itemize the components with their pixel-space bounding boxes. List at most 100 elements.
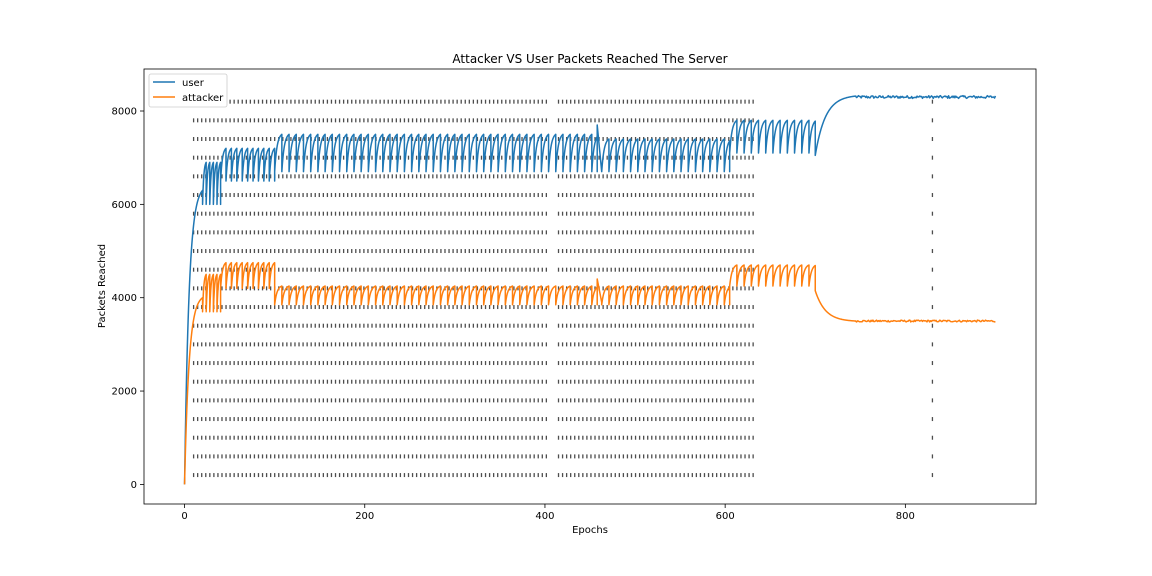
event-marker bbox=[752, 99, 754, 104]
event-marker bbox=[221, 435, 223, 440]
event-marker bbox=[626, 417, 629, 422]
event-marker bbox=[310, 454, 312, 459]
event-marker bbox=[480, 174, 483, 179]
event-marker bbox=[517, 398, 519, 403]
event-marker bbox=[545, 155, 548, 160]
event-marker bbox=[505, 249, 507, 254]
event-marker bbox=[468, 230, 470, 235]
event-marker bbox=[415, 211, 418, 216]
event-marker bbox=[505, 398, 507, 403]
event-marker bbox=[744, 174, 746, 179]
event-marker bbox=[505, 379, 507, 384]
event-marker bbox=[638, 305, 641, 310]
event-marker bbox=[290, 305, 292, 310]
event-marker bbox=[383, 267, 385, 272]
event-marker bbox=[614, 398, 616, 403]
event-marker bbox=[703, 379, 706, 384]
event-marker bbox=[395, 417, 397, 422]
event-marker bbox=[744, 342, 746, 347]
event-marker bbox=[472, 193, 475, 198]
event-marker bbox=[683, 155, 685, 160]
event-marker bbox=[351, 342, 353, 347]
event-marker bbox=[229, 286, 231, 291]
event-marker bbox=[274, 211, 276, 216]
event-marker bbox=[225, 379, 227, 384]
event-marker bbox=[667, 286, 669, 291]
event-marker bbox=[707, 305, 710, 310]
event-marker bbox=[679, 342, 681, 347]
event-marker bbox=[468, 118, 470, 123]
event-marker bbox=[728, 174, 730, 179]
event-marker bbox=[306, 118, 308, 123]
event-marker bbox=[367, 398, 369, 403]
y-tick-label: 6000 bbox=[112, 200, 137, 211]
event-marker bbox=[675, 417, 677, 422]
event-marker bbox=[748, 473, 750, 478]
event-marker bbox=[545, 118, 548, 123]
event-marker bbox=[403, 211, 406, 216]
event-marker bbox=[440, 454, 442, 459]
event-marker bbox=[387, 118, 389, 123]
event-marker bbox=[464, 435, 466, 440]
event-marker bbox=[545, 211, 548, 216]
event-marker bbox=[229, 398, 231, 403]
event-marker bbox=[460, 417, 462, 422]
event-marker bbox=[395, 267, 397, 272]
event-marker bbox=[509, 398, 511, 403]
event-marker bbox=[298, 417, 300, 422]
event-marker bbox=[638, 267, 641, 272]
event-marker bbox=[298, 398, 300, 403]
event-marker bbox=[521, 211, 523, 216]
event-marker bbox=[221, 454, 223, 459]
event-marker bbox=[610, 249, 612, 254]
event-marker bbox=[205, 137, 207, 142]
event-marker bbox=[265, 417, 268, 422]
event-marker bbox=[740, 249, 742, 254]
event-marker bbox=[192, 249, 195, 254]
event-marker bbox=[574, 473, 576, 478]
event-marker bbox=[334, 118, 337, 123]
event-marker bbox=[513, 435, 515, 440]
event-marker bbox=[225, 342, 227, 347]
event-marker bbox=[606, 286, 608, 291]
event-marker bbox=[302, 361, 304, 366]
event-marker bbox=[253, 286, 256, 291]
event-marker bbox=[282, 193, 284, 198]
event-marker bbox=[683, 249, 685, 254]
event-marker bbox=[411, 398, 414, 403]
event-marker bbox=[541, 305, 543, 310]
event-marker bbox=[314, 211, 316, 216]
event-marker bbox=[265, 137, 268, 142]
event-marker bbox=[233, 211, 235, 216]
event-marker bbox=[521, 193, 523, 198]
event-marker bbox=[675, 398, 677, 403]
event-marker bbox=[720, 361, 722, 366]
event-marker bbox=[667, 230, 669, 235]
event-marker bbox=[197, 249, 199, 254]
event-marker bbox=[278, 99, 280, 104]
event-marker bbox=[651, 435, 653, 440]
event-marker bbox=[513, 230, 515, 235]
event-marker bbox=[359, 118, 361, 123]
event-marker bbox=[310, 230, 312, 235]
event-marker bbox=[736, 305, 738, 310]
event-marker bbox=[432, 193, 434, 198]
event-marker bbox=[614, 361, 616, 366]
event-marker bbox=[557, 286, 560, 291]
event-marker bbox=[720, 99, 722, 104]
event-marker bbox=[428, 267, 430, 272]
event-marker bbox=[209, 473, 211, 478]
event-marker bbox=[205, 417, 207, 422]
event-marker bbox=[744, 249, 746, 254]
x-tick-label: 600 bbox=[716, 511, 735, 522]
event-marker bbox=[383, 230, 385, 235]
event-marker bbox=[622, 379, 625, 384]
event-marker bbox=[651, 473, 653, 478]
event-marker bbox=[359, 379, 361, 384]
event-marker bbox=[748, 286, 750, 291]
event-marker bbox=[436, 435, 438, 440]
event-marker bbox=[424, 99, 426, 104]
event-marker bbox=[192, 435, 195, 440]
event-marker bbox=[428, 99, 430, 104]
event-marker bbox=[537, 193, 539, 198]
